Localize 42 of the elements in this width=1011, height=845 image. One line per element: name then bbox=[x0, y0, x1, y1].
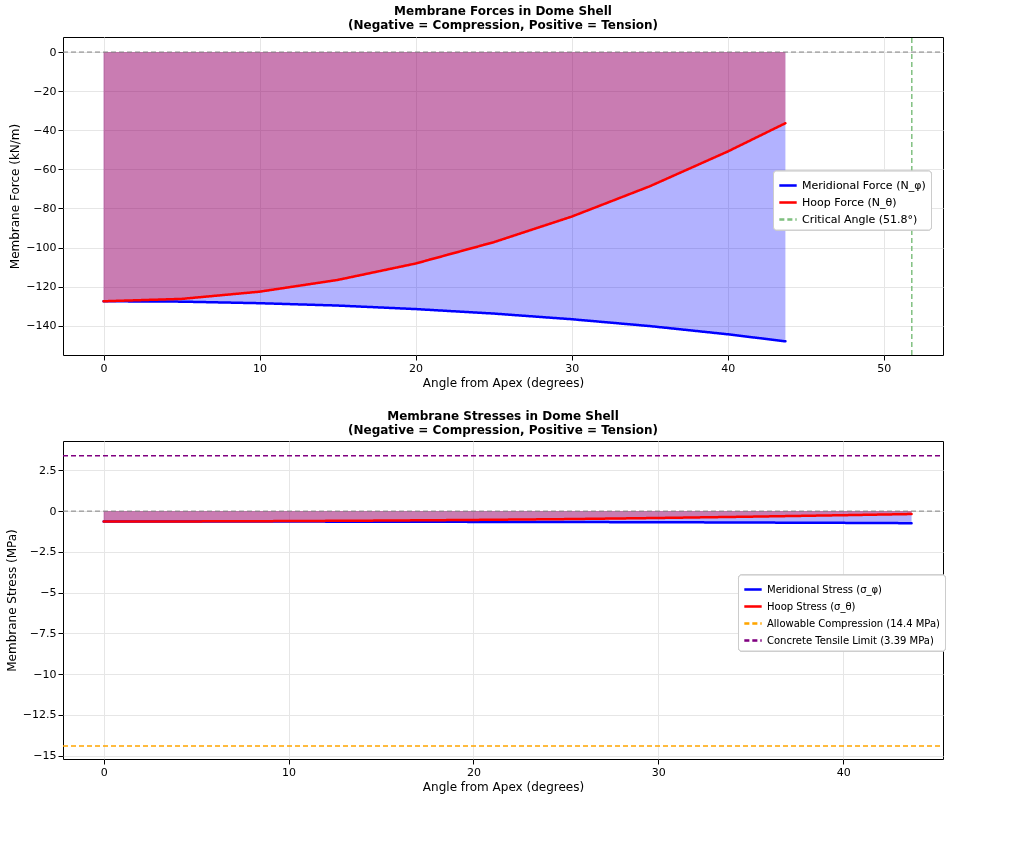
y-tick-label: −80 bbox=[33, 201, 57, 215]
x-tick-label: 10 bbox=[253, 361, 268, 375]
legend-label: Hoop Stress (σ_θ) bbox=[767, 600, 856, 613]
x-tick-label: 50 bbox=[877, 361, 892, 375]
y-tick-label: −12.5 bbox=[22, 708, 57, 722]
legend-label: Concrete Tensile Limit (3.39 MPa) bbox=[767, 634, 934, 646]
x-tick-label: 0 bbox=[100, 765, 108, 779]
x-axis-title: Angle from Apex (degrees) bbox=[422, 375, 585, 390]
x-tick-label: 10 bbox=[282, 765, 297, 779]
y-tick-label: 0 bbox=[49, 504, 57, 518]
y-tick-label: −40 bbox=[33, 123, 57, 137]
legend-label: Allowable Compression (14.4 MPa) bbox=[767, 617, 941, 629]
y-tick-label: −20 bbox=[33, 84, 57, 98]
x-tick-label: 30 bbox=[651, 765, 666, 779]
y-tick-label: −5 bbox=[40, 586, 57, 600]
y-tick-label: −2.5 bbox=[29, 545, 57, 559]
y-tick-label: −10 bbox=[33, 667, 57, 681]
x-tick-label: 20 bbox=[466, 765, 481, 779]
legend-label: Meridional Force (N_φ) bbox=[802, 178, 926, 192]
y-tick-label: 2.5 bbox=[39, 463, 57, 477]
y-axis-title: Membrane Stress (MPa) bbox=[4, 529, 19, 672]
chart-title: Membrane Stresses in Dome Shell bbox=[387, 409, 619, 423]
chart-title: Membrane Forces in Dome Shell bbox=[394, 4, 612, 19]
y-tick-label: 0 bbox=[49, 45, 57, 59]
x-tick-label: 40 bbox=[836, 765, 851, 779]
chart-subtitle: (Negative = Compression, Positive = Tension) bbox=[347, 423, 659, 437]
x-tick-label: 20 bbox=[409, 361, 424, 375]
y-tick-label: −60 bbox=[33, 162, 57, 176]
y-tick-label: −100 bbox=[26, 241, 57, 254]
x-tick-label: 40 bbox=[721, 361, 736, 375]
x-tick-label: 0 bbox=[100, 361, 108, 375]
legend-label: Hoop Force (N_θ) bbox=[802, 195, 897, 209]
y-tick-label: −15 bbox=[33, 749, 57, 763]
y-tick-label: −7.5 bbox=[29, 626, 57, 640]
x-tick-label: 30 bbox=[565, 361, 580, 375]
chart-subtitle: (Negative = Compression, Positive = Tension) bbox=[347, 18, 659, 33]
y-tick-label: −120 bbox=[26, 280, 57, 294]
ref-line-label: Critical Angle (51.8°) bbox=[802, 212, 918, 226]
y-tick-label: −140 bbox=[26, 319, 57, 333]
legend-label: Meridional Stress (σ_φ) bbox=[767, 583, 883, 596]
y-axis-title: Membrane Force (kN/m) bbox=[8, 123, 23, 270]
x-axis-title: Angle from Apex (degrees) bbox=[422, 779, 585, 794]
